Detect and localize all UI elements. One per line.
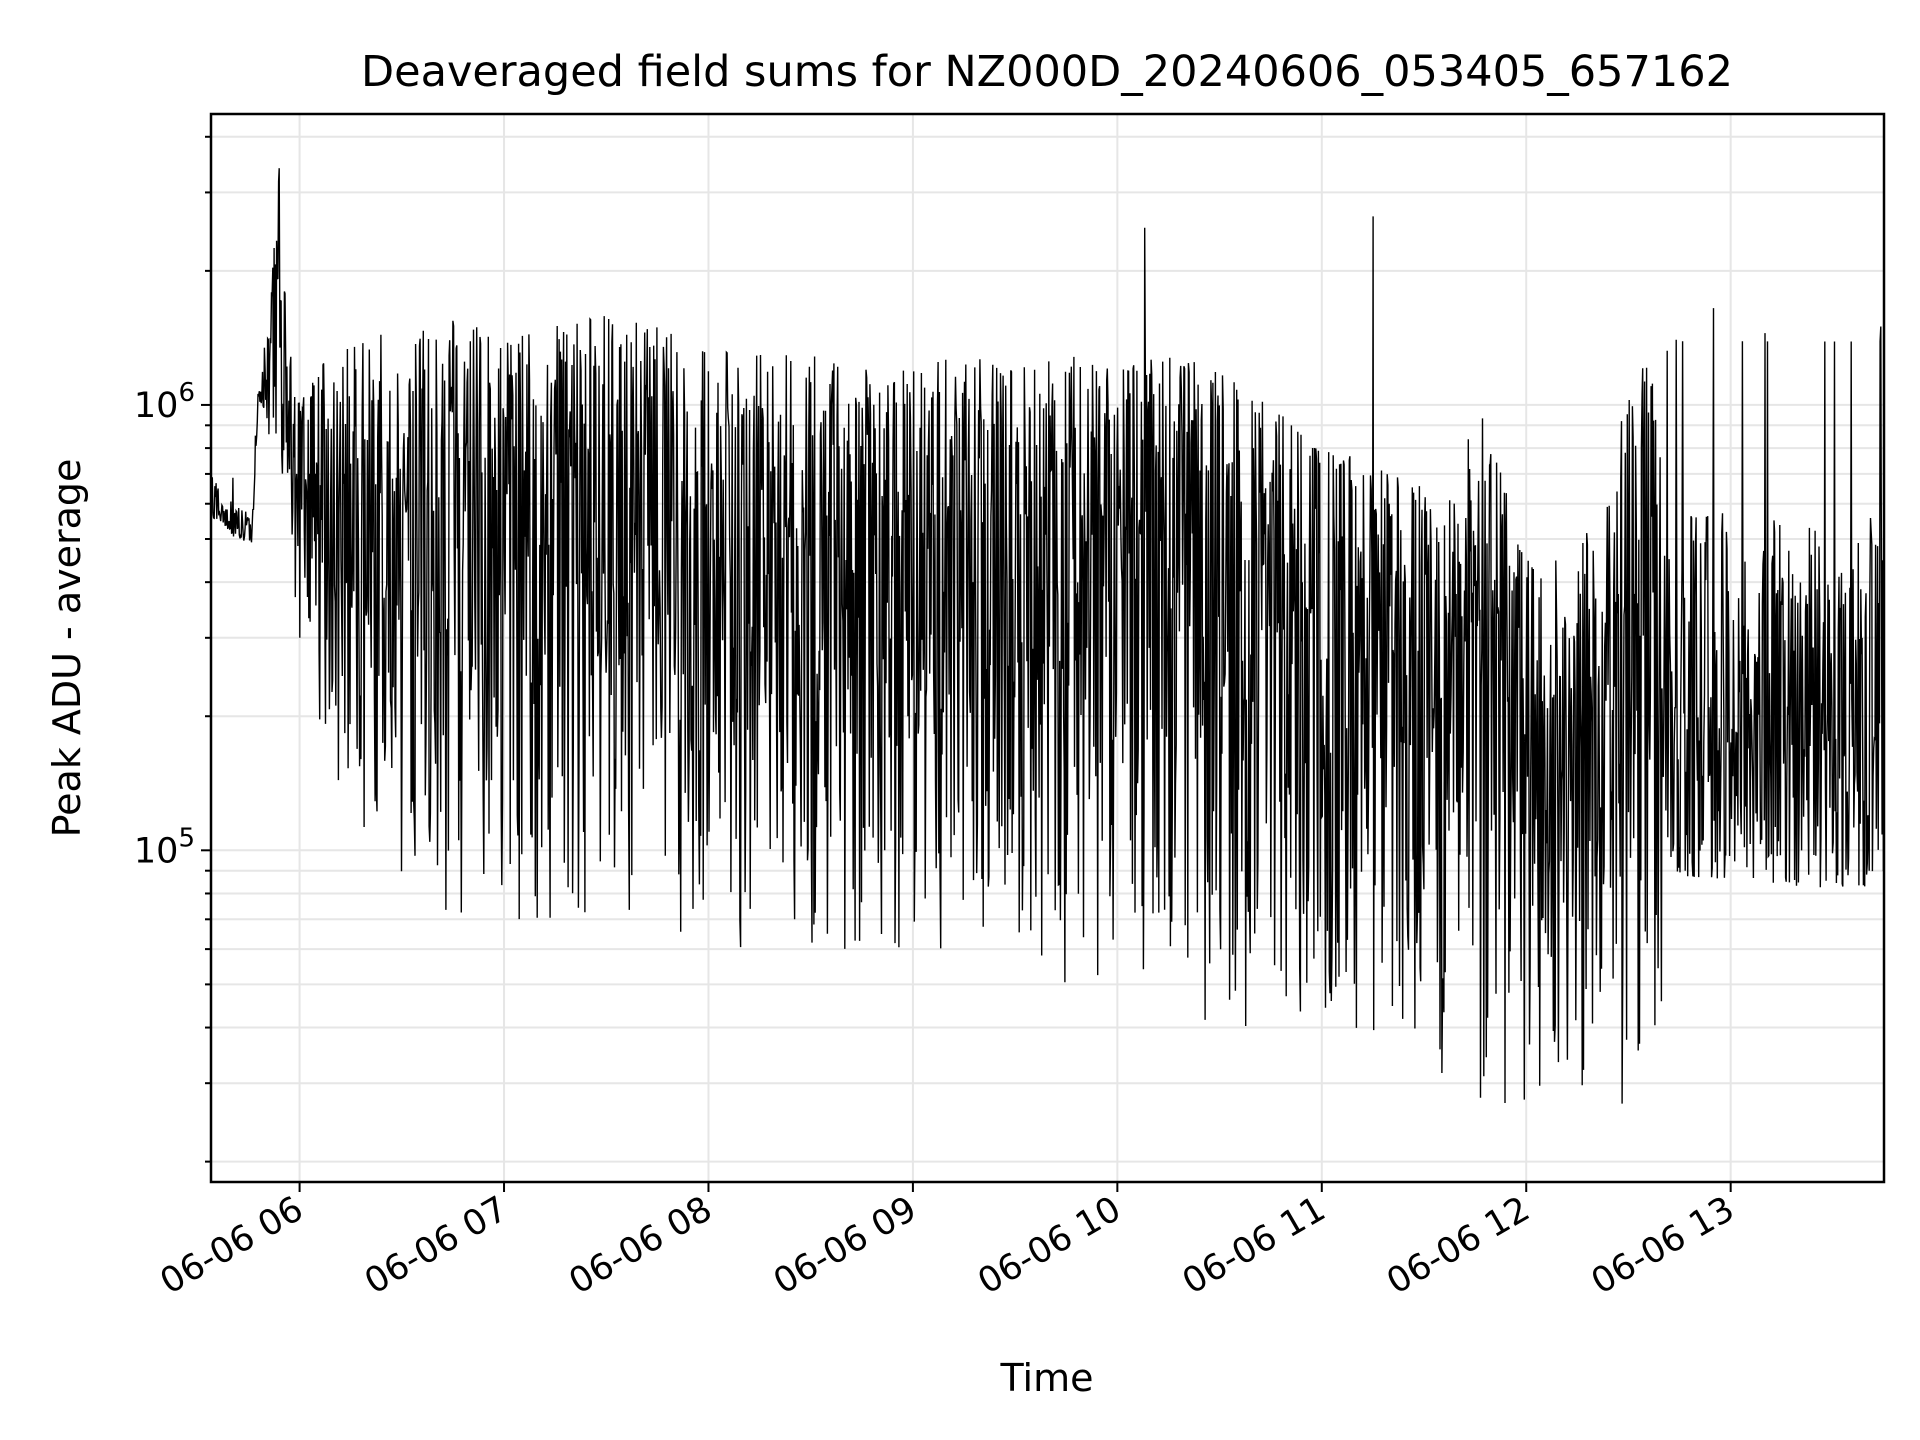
y-axis: 105 106: [134, 135, 211, 1163]
y-tick-label: 106: [134, 378, 195, 426]
x-axis: 06-06 06 06-06 07 06-06 08 06-06 09 06-06 10…: [154, 1182, 1741, 1302]
x-tick-label: 06-06 08: [563, 1189, 719, 1302]
y-axis-label: Peak ADU - average: [45, 459, 89, 838]
y-tick-label: 105: [134, 823, 195, 871]
chart-title: Deaveraged field sums for NZ000D_2024060…: [361, 47, 1733, 97]
x-tick-label: 06-06 10: [972, 1189, 1128, 1302]
x-axis-label: Time: [1000, 1356, 1094, 1400]
series-line: [211, 168, 1884, 1104]
x-tick-label: 06-06 07: [358, 1189, 514, 1302]
x-tick-label: 06-06 11: [1176, 1189, 1332, 1302]
x-tick-label: 06-06 13: [1585, 1189, 1741, 1302]
x-tick-label: 06-06 06: [154, 1189, 310, 1302]
x-tick-label: 06-06 12: [1380, 1189, 1536, 1302]
x-tick-label: 06-06 09: [767, 1189, 923, 1302]
plot-area: [211, 168, 1884, 1104]
plot-frame: [209, 112, 1886, 1184]
